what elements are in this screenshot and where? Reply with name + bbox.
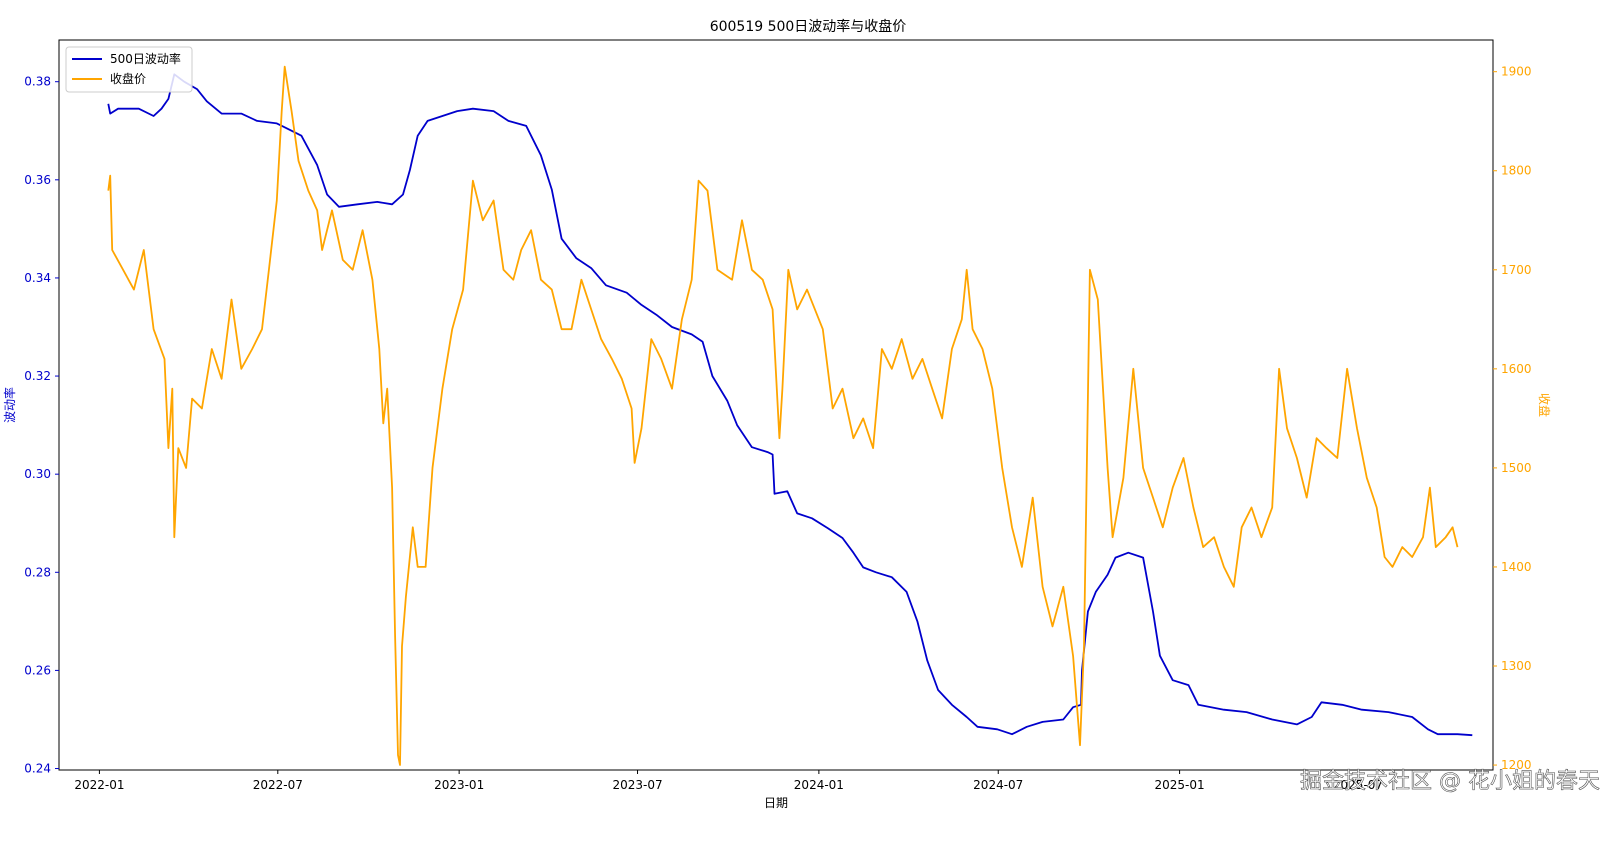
- y-right-axis-title: 收盘: [1537, 393, 1552, 417]
- legend-label-close: 收盘价: [110, 71, 146, 86]
- y-right-tick-label: 1500: [1501, 461, 1532, 475]
- y-right-tick-label: 1700: [1501, 263, 1532, 277]
- x-tick-label: 2024-07: [973, 778, 1023, 792]
- y-left-axis-title: 波动率: [2, 387, 17, 423]
- y-left-tick-label: 0.32: [24, 369, 51, 383]
- series-line-close: [107, 65, 1459, 766]
- y-left-tick-label: 0.36: [24, 173, 51, 187]
- y-left-tick-label: 0.28: [24, 565, 51, 579]
- watermark: 掘金技术社区 @ 花小姐的春天: [1300, 769, 1600, 794]
- y-left-tick-label: 0.30: [24, 467, 51, 481]
- x-tick-label: 2022-07: [253, 778, 303, 792]
- x-tick-label: 2024-01: [794, 778, 844, 792]
- y-left-tick-label: 0.26: [24, 663, 51, 677]
- x-tick-label: 2022-01: [74, 778, 124, 792]
- y-right-tick-label: 1600: [1501, 362, 1532, 376]
- x-tick-label: 2025-01: [1155, 778, 1205, 792]
- legend-label-volatility: 500日波动率: [110, 51, 181, 66]
- plot-frame: [58, 39, 1494, 771]
- y-right-tick-label: 1300: [1501, 659, 1532, 673]
- x-axis-title: 日期: [764, 796, 788, 810]
- y-right-tick-label: 1900: [1501, 65, 1532, 79]
- axes: 2022-01 2022-07 2023-01 2023-07 2024-01 2024-…: [2, 39, 1552, 810]
- y-left-tick-label: 0.34: [24, 271, 51, 285]
- x-tick-label: 2023-01: [434, 778, 484, 792]
- chart-title: 600519 500日波动率与收盘价: [710, 18, 907, 35]
- x-tick-label: 2023-07: [612, 778, 662, 792]
- series-line-volatility: [107, 73, 1473, 737]
- y-right-tick-label: 1800: [1501, 164, 1532, 178]
- y-left-tick-label: 0.24: [24, 762, 51, 776]
- plot-area: [107, 65, 1473, 766]
- legend: 500日波动率 收盘价: [65, 46, 193, 93]
- y-right-tick-label: 1400: [1501, 560, 1532, 574]
- y-left-tick-label: 0.38: [24, 75, 51, 89]
- x-tick-label: 2025-07: [1333, 778, 1383, 792]
- y-right-tick-label: 1200: [1501, 758, 1532, 772]
